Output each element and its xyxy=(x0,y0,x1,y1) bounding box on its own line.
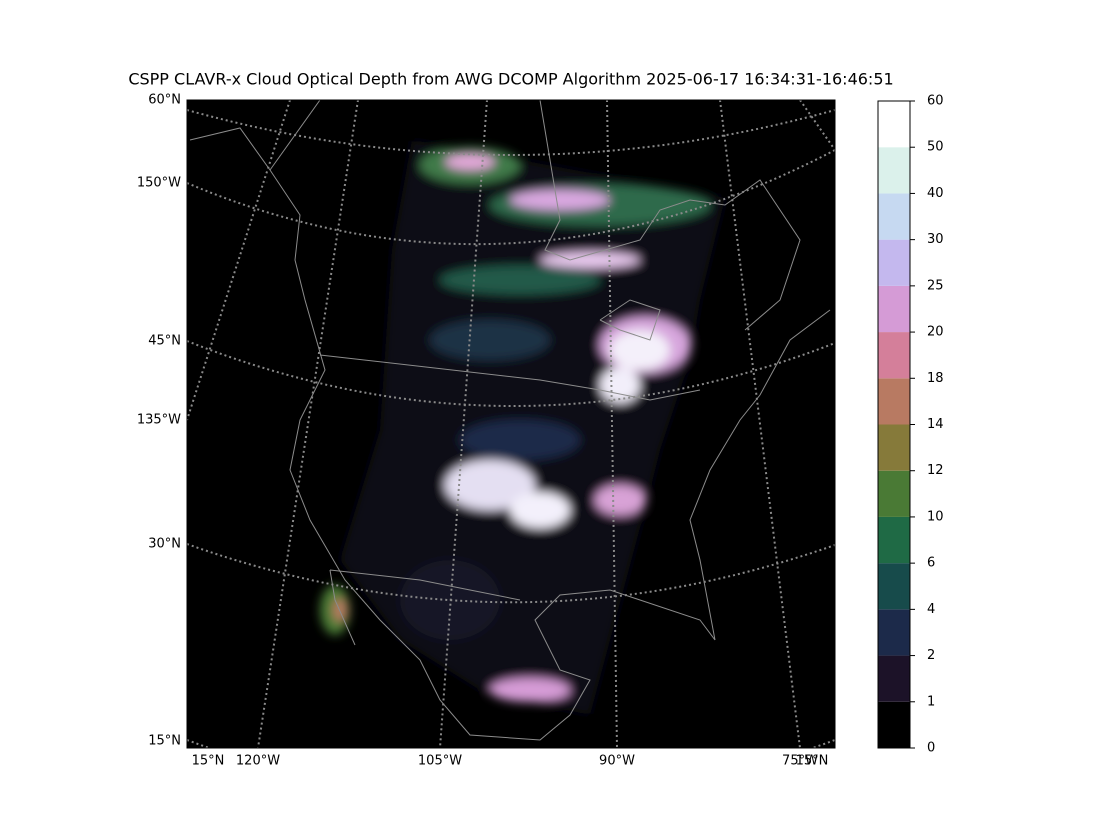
colorbar-tick-label: 20 xyxy=(927,325,944,340)
map-title: CSPP CLAVR-x Cloud Optical Depth from AW… xyxy=(128,70,893,89)
colorbar-tick-label: 60 xyxy=(927,94,944,109)
colorbar-segment xyxy=(878,516,910,564)
lat-lon-label: 15°N xyxy=(192,754,225,769)
colorbar-segment xyxy=(878,193,910,240)
lat-lon-label: 105°W xyxy=(418,754,462,769)
colorbar-segment xyxy=(878,563,910,610)
lat-lon-label: 90°W xyxy=(599,754,635,769)
colorbar-segment xyxy=(878,239,910,286)
lat-lon-label: 15°N xyxy=(148,734,181,749)
colorbar-segment xyxy=(878,285,910,333)
lat-lon-label: 15°N xyxy=(796,754,829,769)
colorbar-tick-label: 14 xyxy=(927,417,944,432)
colorbar-tick-label: 40 xyxy=(927,186,944,201)
lat-lon-label: 150°W xyxy=(137,176,181,191)
map xyxy=(187,100,835,748)
colorbar-segment xyxy=(878,655,910,702)
cloud-field xyxy=(320,140,725,715)
colorbar-tick-label: 10 xyxy=(927,509,944,524)
lat-lon-label: 120°W xyxy=(236,754,280,769)
graticule xyxy=(187,100,835,748)
colorbar-segment xyxy=(878,378,910,425)
map-frame xyxy=(186,99,836,749)
colorbar-segment xyxy=(878,147,910,194)
colorbar-tick-label: 12 xyxy=(927,463,944,478)
colorbar-tick-label: 30 xyxy=(927,232,944,247)
colorbar-segment xyxy=(878,609,910,656)
colorbar-tick-label: 50 xyxy=(927,140,944,155)
lat-lon-label: 30°N xyxy=(148,537,181,552)
lat-lon-label: 45°N xyxy=(148,334,181,349)
colorbar-segment xyxy=(878,101,910,148)
colorbar-tick-label: 4 xyxy=(927,602,935,617)
colorbar-segment xyxy=(878,701,910,748)
lat-lon-label: 75°W xyxy=(782,754,818,769)
colorbar-tick-label: 18 xyxy=(927,371,944,386)
colorbar-tick-label: 2 xyxy=(927,648,935,663)
lat-lon-label: 135°W xyxy=(137,413,181,428)
colorbar-tick-label: 0 xyxy=(927,741,935,756)
colorbar-tick-label: 1 xyxy=(927,694,935,709)
colorbar-segment xyxy=(878,470,910,517)
colorbar-segment xyxy=(878,424,910,471)
colorbar-tick-label: 6 xyxy=(927,556,935,571)
colorbar-tick-label: 25 xyxy=(927,278,944,293)
colorbar-segment xyxy=(878,332,910,379)
lat-lon-label: 60°N xyxy=(148,93,181,108)
